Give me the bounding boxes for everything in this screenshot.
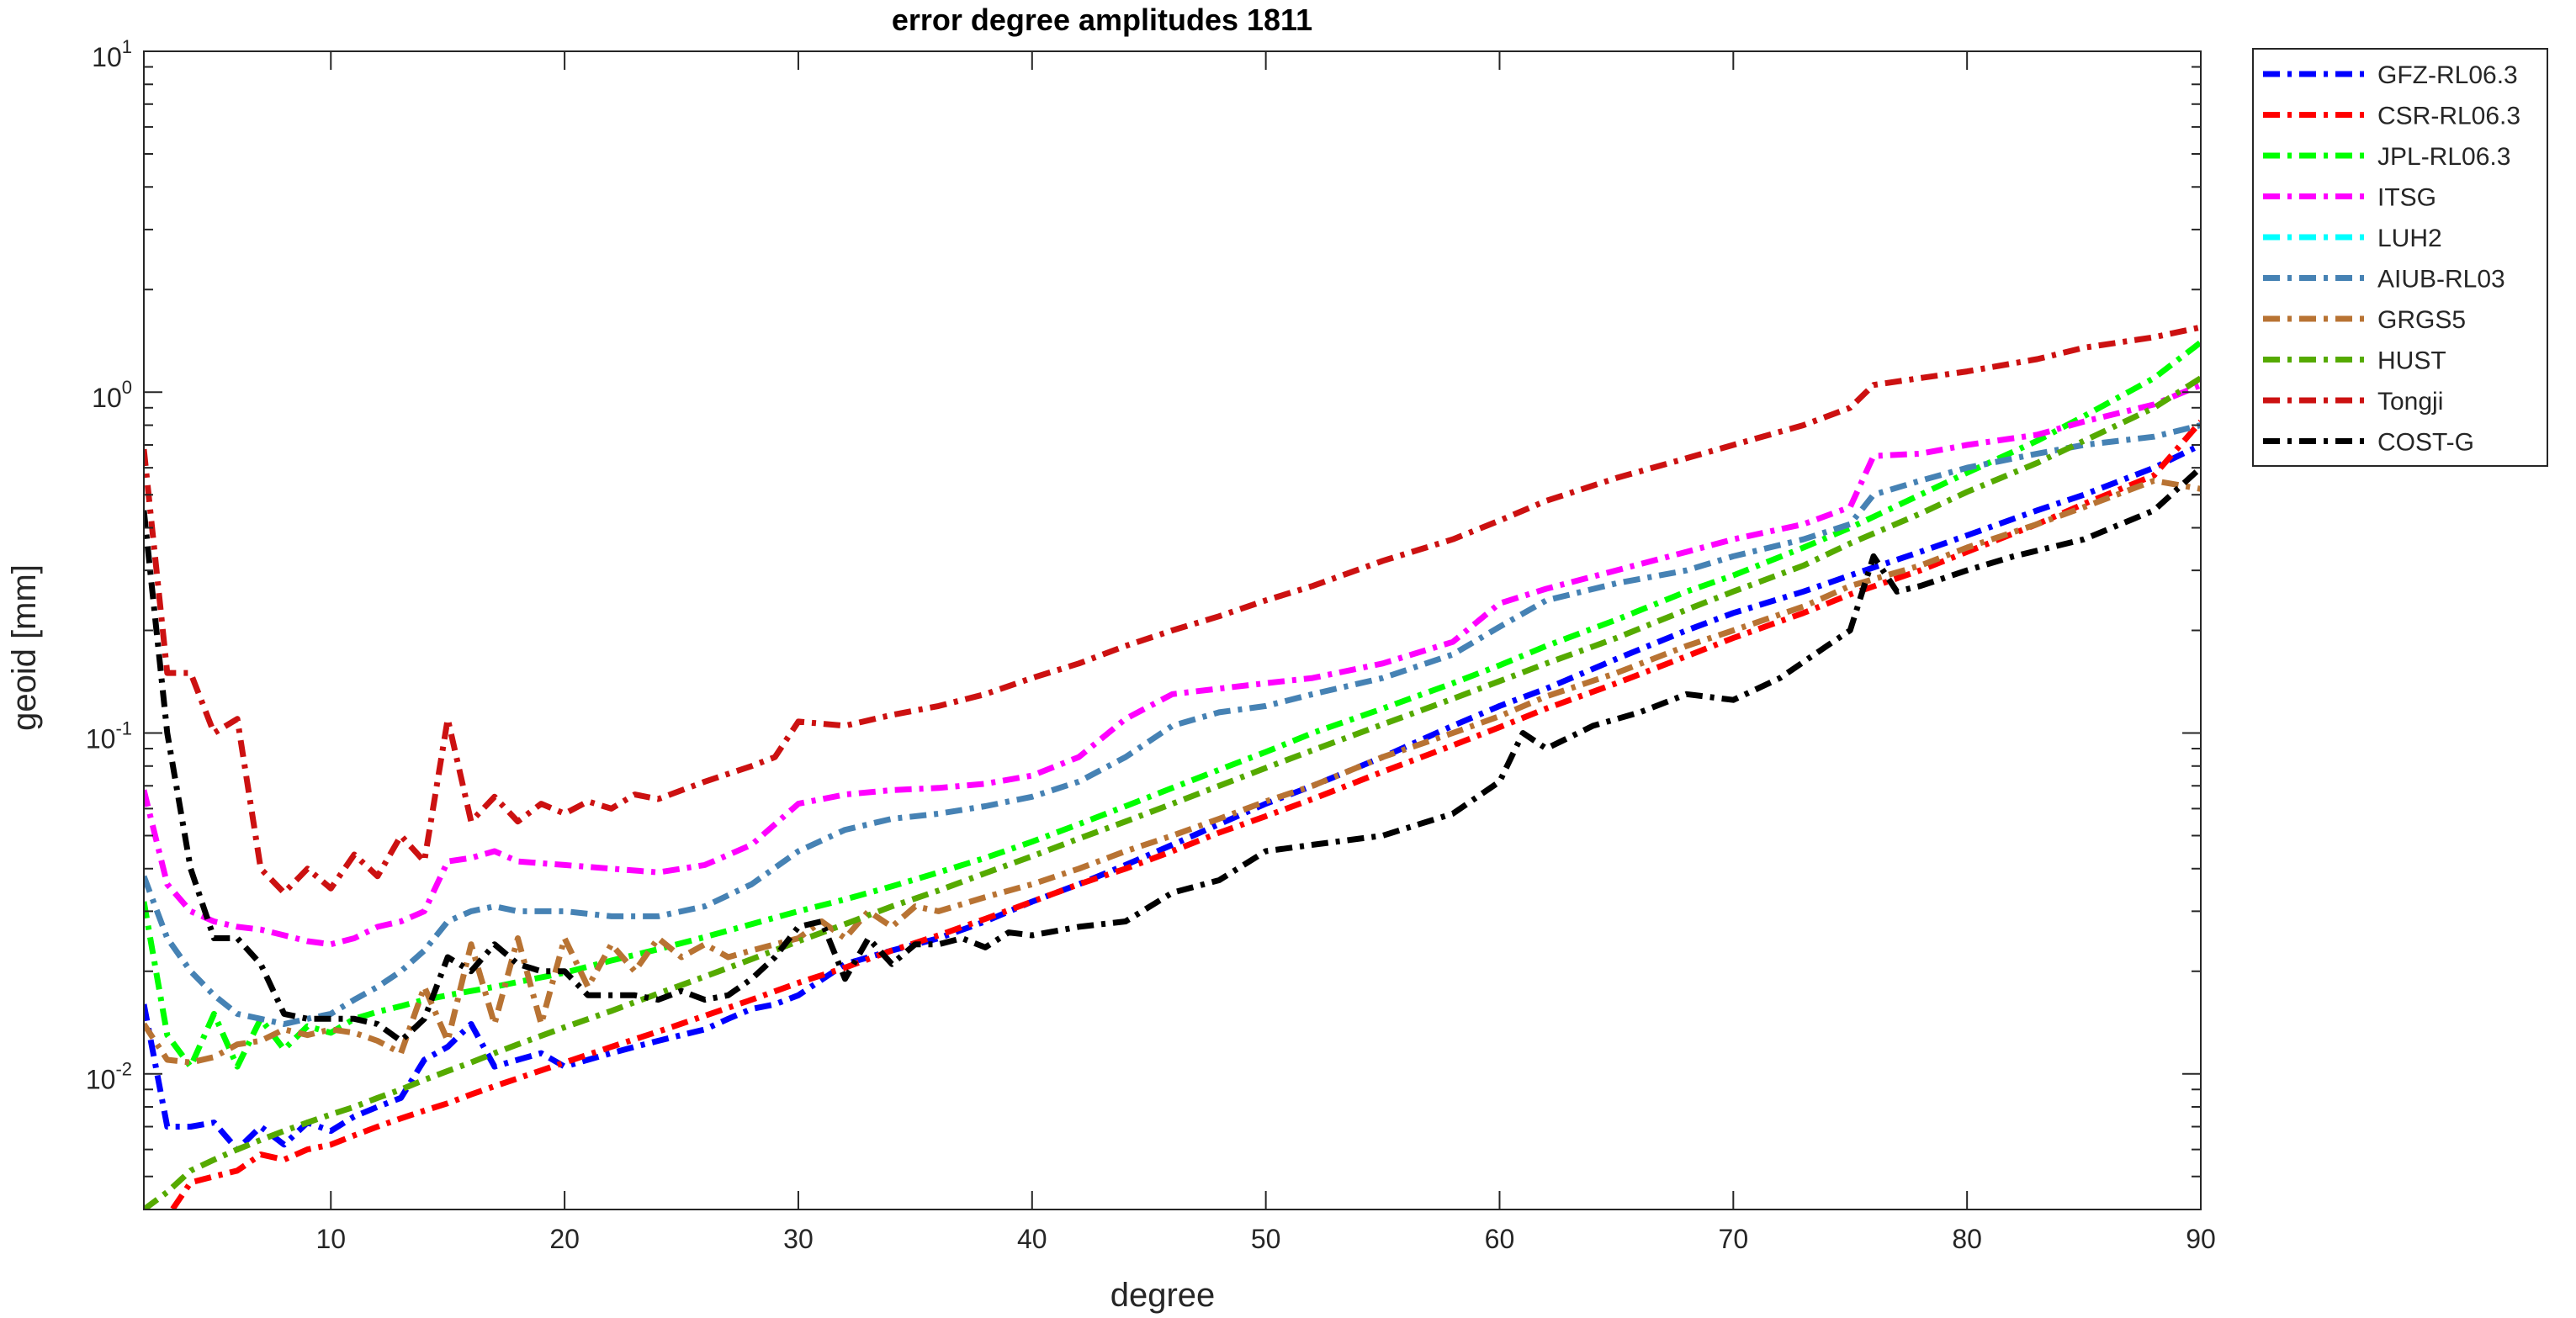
legend-label: GFZ-RL06.3 xyxy=(2377,61,2518,89)
series-line-jpl-rl06-3 xyxy=(144,340,2201,1070)
legend-label: Tongji xyxy=(2377,388,2443,416)
x-tick-label: 70 xyxy=(1719,1224,1749,1254)
series-layer xyxy=(144,324,2201,1209)
x-tick-label: 10 xyxy=(315,1224,346,1254)
legend-label: JPL-RL06.3 xyxy=(2377,143,2510,171)
y-tick-label: 10-2 xyxy=(86,1059,132,1095)
x-axis: 10 20 30 40 50 60 70 80 90 xyxy=(315,51,2216,1254)
series-line-hust xyxy=(144,375,2201,1209)
series-line-tongji xyxy=(144,324,2201,896)
x-axis-label: degree xyxy=(1110,1277,1216,1314)
series-line-cost-g xyxy=(144,465,2201,1044)
series-line-csr-rl06-3 xyxy=(168,419,2201,1209)
legend-label: GRGS5 xyxy=(2377,306,2466,334)
legend: GFZ-RL06.3 CSR-RL06.3 JPL-RL06.3 ITSG LUH2 AI… xyxy=(2252,48,2548,467)
y-axis-label: geoid [mm] xyxy=(6,564,43,731)
series-line-grgs5 xyxy=(144,478,2201,1066)
y-tick-label: 10-1 xyxy=(86,717,132,754)
legend-label: COST-G xyxy=(2377,429,2474,457)
series-line-aiub-rl03 xyxy=(144,422,2201,1027)
legend-label: ITSG xyxy=(2377,184,2436,212)
y-tick-label: 100 xyxy=(92,377,132,413)
legend-box xyxy=(2252,48,2548,467)
x-tick-label: 50 xyxy=(1251,1224,1281,1254)
legend-label: HUST xyxy=(2377,347,2446,375)
x-tick-label: 90 xyxy=(2186,1224,2216,1254)
x-tick-label: 80 xyxy=(1952,1224,1982,1254)
chart-title: error degree amplitudes 1811 xyxy=(892,3,1312,37)
series-line-itsg xyxy=(144,382,2201,948)
legend-label: AIUB-RL03 xyxy=(2377,266,2505,294)
y-tick-label: 101 xyxy=(92,36,132,72)
legend-label: CSR-RL06.3 xyxy=(2377,103,2520,130)
series-line-gfz-rl06-3 xyxy=(144,442,2201,1153)
x-tick-label: 30 xyxy=(783,1224,814,1254)
x-tick-label: 60 xyxy=(1485,1224,1515,1254)
x-tick-label: 40 xyxy=(1017,1224,1047,1254)
x-tick-label: 20 xyxy=(549,1224,580,1254)
y-axis: 10-2 10-1 100 101 xyxy=(86,36,2201,1210)
legend-label: LUH2 xyxy=(2377,225,2442,252)
